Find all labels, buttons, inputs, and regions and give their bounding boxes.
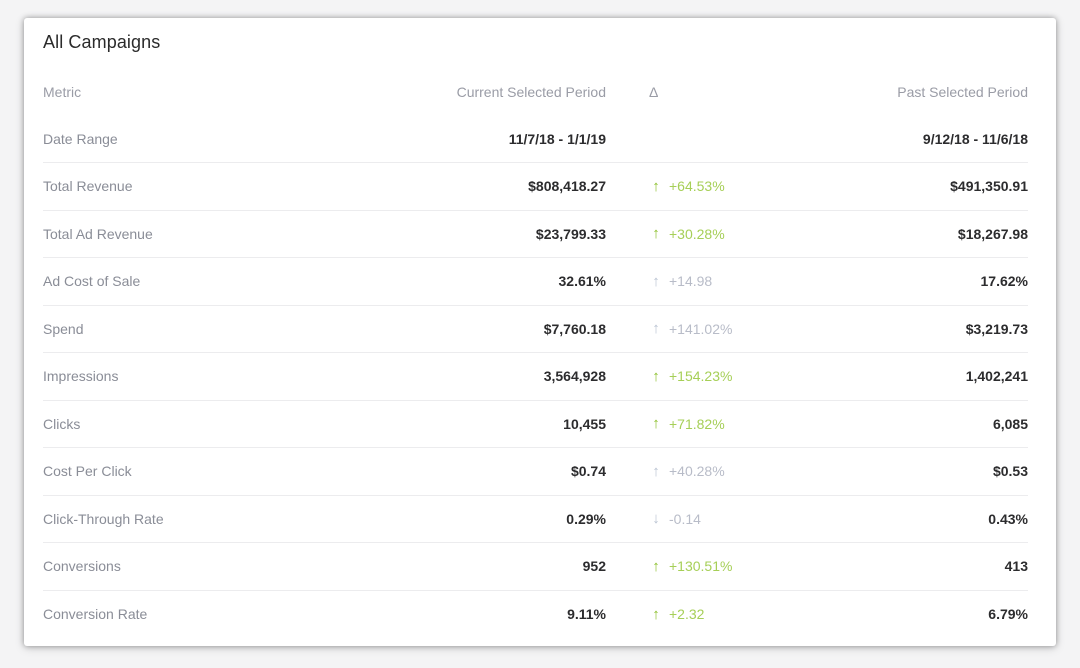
delta-value: +30.28% (669, 225, 725, 242)
delta-value: +141.02% (669, 320, 733, 337)
header-metric: Metric (43, 83, 82, 100)
arrow-up-icon: ↑ (652, 225, 660, 243)
table-row: Conversion Rate 9.11% ↑ +2.32 6.79% (43, 591, 1028, 639)
arrow-up-icon: ↑ (652, 177, 660, 195)
date-range-row: Date Range 11/7/18 - 1/1/19 9/12/18 - 11… (43, 116, 1028, 163)
current-value: $0.74 (570, 463, 606, 480)
card-title: All Campaigns (43, 32, 161, 52)
arrow-down-icon: ↓ (652, 510, 660, 528)
delta-cell: ↑ +130.51% (649, 543, 732, 590)
delta-value: +2.32 (669, 606, 705, 623)
delta-cell: ↑ +40.28% (649, 448, 725, 495)
metric-label: Ad Cost of Sale (43, 273, 141, 290)
date-range-label: Date Range (43, 130, 118, 147)
past-value: 6.79% (988, 606, 1028, 623)
table-row: Ad Cost of Sale 32.61% ↑ +14.98 17.62% (43, 258, 1028, 306)
arrow-up-icon: ↑ (652, 415, 660, 433)
table-row: Spend $7,760.18 ↑ +141.02% $3,219.73 (43, 306, 1028, 353)
delta-value: -0.14 (669, 510, 701, 527)
delta-value: +14.98 (669, 273, 713, 290)
past-value: $0.53 (992, 463, 1028, 480)
metrics-table: Metric Current Selected Period Δ Past Se… (43, 68, 1028, 638)
table-row: Cost Per Click $0.74 ↑ +40.28% $0.53 (43, 448, 1028, 496)
metric-label: Click-Through Rate (43, 510, 164, 527)
metric-label: Clicks (43, 415, 81, 432)
arrow-up-icon: ↑ (652, 605, 660, 623)
past-date-range[interactable]: 9/12/18 - 11/6/18 (922, 130, 1028, 147)
header-current-period[interactable]: Current Selected Period (456, 83, 606, 100)
past-value: 413 (1004, 558, 1028, 575)
arrow-up-icon: ↑ (652, 462, 660, 480)
current-date-range[interactable]: 11/7/18 - 1/1/19 (508, 130, 606, 147)
metric-label: Spend (43, 320, 84, 337)
delta-cell: ↑ +14.98 (649, 258, 712, 305)
delta-cell: ↑ +2.32 (649, 591, 704, 639)
delta-value: +154.23% (669, 368, 733, 385)
metric-label: Conversions (43, 558, 121, 575)
delta-cell: ↑ +154.23% (649, 353, 732, 400)
metric-label: Total Revenue (43, 178, 133, 195)
arrow-up-icon: ↑ (652, 557, 660, 575)
metric-label: Impressions (43, 368, 119, 385)
current-value: $7,760.18 (543, 320, 606, 337)
current-value: $23,799.33 (535, 225, 606, 242)
table-row: Conversions 952 ↑ +130.51% 413 (43, 543, 1028, 591)
delta-value: +40.28% (669, 463, 725, 480)
header-past-period[interactable]: Past Selected Period (897, 83, 1028, 100)
arrow-up-icon: ↑ (652, 320, 660, 338)
table-row: Impressions 3,564,928 ↑ +154.23% 1,402,241 (43, 353, 1028, 401)
arrow-up-icon: ↑ (652, 367, 660, 385)
current-value: 0.29% (566, 510, 606, 527)
past-value: 17.62% (980, 273, 1028, 290)
delta-value: +64.53% (669, 178, 725, 195)
past-value: 0.43% (988, 510, 1028, 527)
current-value: 10,455 (563, 415, 606, 432)
delta-cell: ↓ -0.14 (649, 496, 701, 543)
table-row: Click-Through Rate 0.29% ↓ -0.14 0.43% (43, 496, 1028, 543)
past-value: 1,402,241 (965, 368, 1028, 385)
current-value: 952 (582, 558, 606, 575)
past-value: $18,267.98 (957, 225, 1028, 242)
delta-value: +130.51% (669, 558, 733, 575)
metric-label: Cost Per Click (43, 463, 132, 480)
table-row: Total Ad Revenue $23,799.33 ↑ +30.28% $18,26… (43, 211, 1028, 258)
delta-cell: ↑ +71.82% (649, 401, 725, 448)
campaigns-card: All Campaigns Metric Current Selected Pe… (24, 18, 1056, 646)
table-header-row: Metric Current Selected Period Δ Past Se… (43, 68, 1028, 116)
metric-label: Conversion Rate (43, 606, 148, 623)
current-value: $808,418.27 (528, 178, 606, 195)
metric-label: Total Ad Revenue (43, 225, 153, 242)
delta-value: +71.82% (669, 415, 725, 432)
current-value: 3,564,928 (543, 368, 606, 385)
past-value: $491,350.91 (950, 178, 1028, 195)
past-value: 6,085 (992, 415, 1028, 432)
header-delta: Δ (649, 83, 659, 100)
current-value: 9.11% (567, 606, 606, 623)
delta-cell: ↑ +141.02% (649, 306, 732, 353)
table-row: Total Revenue $808,418.27 ↑ +64.53% $491,350… (43, 163, 1028, 211)
past-value: $3,219.73 (965, 320, 1028, 337)
table-row: Clicks 10,455 ↑ +71.82% 6,085 (43, 401, 1028, 448)
delta-cell: ↑ +30.28% (649, 211, 725, 258)
arrow-up-icon: ↑ (652, 272, 660, 290)
current-value: 32.61% (558, 273, 606, 290)
delta-cell: ↑ +64.53% (649, 163, 725, 210)
